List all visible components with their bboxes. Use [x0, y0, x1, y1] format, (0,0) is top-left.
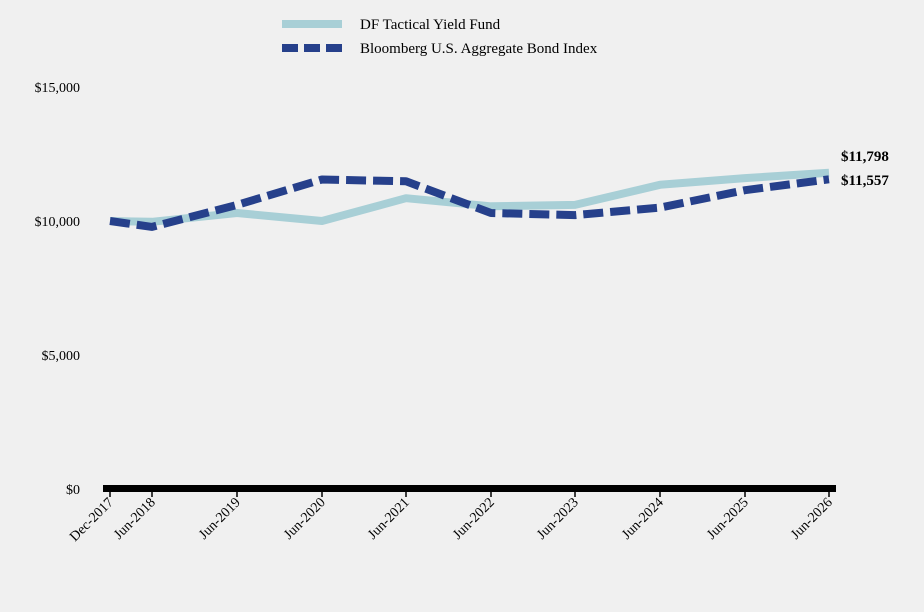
y-tick-label-4: $0	[66, 483, 80, 498]
end-value-label-1: $11,798	[841, 149, 889, 165]
x-tick-label-6: Jun-2022	[450, 495, 497, 542]
x-tick-label-5: Jun-2021	[365, 495, 412, 542]
legend: DF Tactical Yield Fund Bloomberg U.S. Agg…	[282, 17, 598, 57]
series-line-2	[109, 175, 830, 231]
legend-label-1: DF Tactical Yield Fund	[360, 17, 501, 33]
x-tick-label-4: Jun-2020	[281, 495, 328, 542]
x-tick-label-7: Jun-2023	[534, 495, 581, 542]
x-tick-label-9: Jun-2025	[704, 495, 751, 542]
legend-label-2: Bloomberg U.S. Aggregate Bond Index	[360, 41, 598, 57]
y-axis: $15,000 $10,000 $5,000 $0	[35, 81, 81, 498]
plot-area	[109, 168, 830, 231]
x-tick-label-2: Jun-2018	[111, 495, 158, 542]
x-axis-line	[103, 485, 836, 492]
x-tick-label-1: Dec-2017	[67, 495, 117, 545]
x-tick-label-3: Jun-2019	[196, 495, 243, 542]
y-tick-label-1: $15,000	[35, 81, 81, 96]
end-value-label-2: $11,557	[841, 173, 889, 189]
end-labels: $11,798 $11,557	[841, 149, 889, 189]
y-tick-label-2: $10,000	[35, 215, 81, 230]
y-tick-label-3: $5,000	[42, 349, 81, 364]
x-tick-label-8: Jun-2024	[619, 495, 666, 542]
x-tick-label-10: Jun-2026	[788, 495, 835, 542]
